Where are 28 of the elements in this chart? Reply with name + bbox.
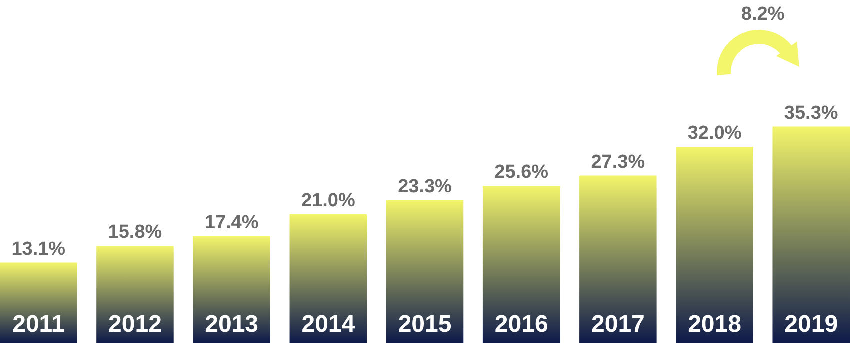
x-tick-label: 2018 (688, 311, 742, 338)
data-label: 13.1% (12, 238, 66, 260)
bar (482, 186, 560, 343)
x-tick-label: 2017 (591, 311, 645, 338)
data-label: 17.4% (204, 212, 259, 234)
data-label: 23.3% (398, 176, 452, 198)
x-tick-label: 2011 (12, 311, 65, 338)
bar (386, 200, 464, 343)
x-tick-label: 2016 (494, 311, 548, 338)
bar (193, 236, 270, 343)
data-label: 27.3% (591, 152, 646, 173)
x-tick-label: 2019 (784, 311, 838, 338)
data-label: 21.0% (301, 190, 356, 212)
bar (96, 246, 174, 343)
x-tick-label: 2013 (205, 311, 259, 338)
data-label: 32.0% (688, 123, 742, 144)
bar (772, 126, 850, 343)
x-tick-label: 2012 (108, 311, 162, 338)
bar (580, 176, 657, 343)
bar (290, 214, 368, 343)
data-label: 15.8% (108, 222, 162, 244)
x-tick-label: 2015 (398, 311, 452, 338)
x-tick-label: 2014 (302, 311, 356, 338)
data-label: 35.3% (784, 102, 838, 124)
annotation: 8.2% (741, 4, 785, 25)
bar (676, 147, 754, 343)
data-label: 25.6% (494, 162, 549, 184)
bar (0, 262, 78, 343)
